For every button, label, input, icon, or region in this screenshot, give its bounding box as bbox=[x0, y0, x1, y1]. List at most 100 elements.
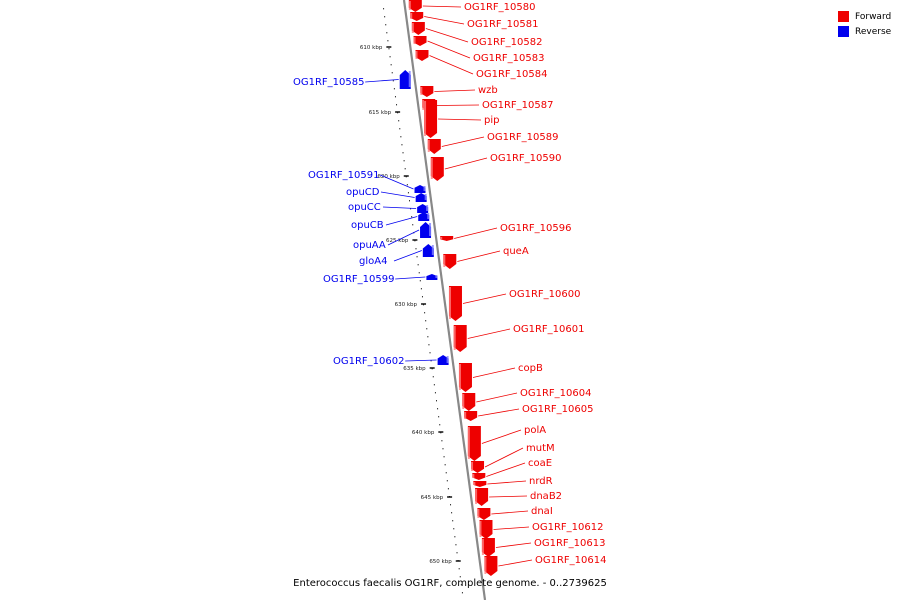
gene-leader-line bbox=[484, 447, 524, 468]
gene-block[interactable] bbox=[422, 244, 434, 257]
gene-block[interactable] bbox=[484, 556, 498, 576]
gene-block[interactable] bbox=[440, 236, 454, 241]
gene-block[interactable] bbox=[477, 508, 491, 520]
gene-label[interactable]: opuAA bbox=[353, 240, 386, 251]
gene-label[interactable]: dnaI bbox=[531, 506, 553, 517]
genome-caption: Enterococcus faecalis OG1RF, complete ge… bbox=[293, 578, 607, 589]
gene-block[interactable] bbox=[443, 254, 457, 269]
scale-dot bbox=[447, 488, 449, 490]
gene-label[interactable]: OG1RF_10583 bbox=[473, 53, 545, 64]
gene-label[interactable]: OG1RF_10584 bbox=[476, 69, 548, 80]
gene-block[interactable] bbox=[475, 488, 489, 506]
scale-dot bbox=[432, 376, 434, 378]
gene-block[interactable] bbox=[411, 22, 425, 35]
gene-leader-line bbox=[495, 542, 532, 548]
gene-block[interactable] bbox=[415, 50, 429, 61]
scale-dot bbox=[400, 136, 402, 138]
gene-label[interactable]: OG1RF_10590 bbox=[490, 153, 562, 164]
scale-dot bbox=[458, 568, 460, 570]
gene-block[interactable] bbox=[479, 520, 493, 539]
gene-block[interactable] bbox=[427, 139, 441, 154]
gene-block[interactable] bbox=[453, 325, 467, 352]
gene-label[interactable]: OG1RF_10596 bbox=[500, 223, 572, 234]
gene-block[interactable] bbox=[437, 355, 449, 365]
gene-block-highlight bbox=[410, 13, 413, 19]
gene-block[interactable] bbox=[424, 100, 438, 138]
gene-label[interactable]: coaE bbox=[528, 458, 552, 469]
gene-label[interactable]: copB bbox=[518, 363, 543, 374]
gene-label[interactable]: OG1RF_10585 bbox=[293, 77, 365, 88]
gene-block[interactable] bbox=[399, 70, 411, 89]
gene-block[interactable] bbox=[430, 157, 444, 181]
gene-label[interactable]: queA bbox=[503, 246, 529, 257]
scale-ticks: 610 kbp 615 kbp 620 kbp 625 kbp 630 kbp 635 k… bbox=[360, 45, 461, 565]
gene-label[interactable]: opuCD bbox=[346, 187, 380, 198]
gene-label[interactable]: OG1RF_10587 bbox=[482, 100, 554, 111]
gene-leader-line bbox=[365, 79, 399, 83]
scale-dots bbox=[383, 8, 463, 594]
gene-label[interactable]: OG1RF_10580 bbox=[464, 2, 536, 13]
scale-dot bbox=[425, 320, 427, 322]
gene-block[interactable] bbox=[415, 193, 427, 202]
gene-label[interactable]: OG1RF_10612 bbox=[532, 522, 604, 533]
gene-block[interactable] bbox=[464, 411, 478, 421]
gene-label[interactable]: OG1RF_10613 bbox=[534, 538, 606, 549]
gene-leader-line bbox=[489, 495, 528, 498]
scale-dot bbox=[409, 200, 410, 202]
gene-block-highlight bbox=[448, 287, 451, 319]
gene-leader-line bbox=[424, 16, 465, 25]
gene-leader-line bbox=[493, 526, 530, 530]
gene-leader-line bbox=[491, 510, 529, 515]
gene-label[interactable]: OG1RF_10602 bbox=[333, 356, 405, 367]
gene-block[interactable] bbox=[472, 473, 486, 480]
gene-block[interactable] bbox=[458, 363, 472, 392]
gene-block[interactable] bbox=[417, 204, 429, 213]
gene-block[interactable] bbox=[418, 212, 430, 221]
gene-block[interactable] bbox=[426, 274, 438, 280]
scale-dot bbox=[412, 224, 414, 226]
scale-dot bbox=[433, 384, 435, 386]
gene-label[interactable]: OG1RF_10582 bbox=[471, 37, 543, 48]
gene-block[interactable] bbox=[473, 481, 487, 487]
gene-label[interactable]: OG1RF_10589 bbox=[487, 132, 559, 143]
gene-label[interactable]: opuCC bbox=[348, 202, 381, 213]
gene-label[interactable]: OG1RF_10600 bbox=[509, 289, 581, 300]
scale-dot bbox=[446, 480, 448, 482]
gene-label[interactable]: dnaB2 bbox=[530, 491, 562, 502]
forward-swatch bbox=[838, 11, 849, 22]
gene-leader-line bbox=[422, 5, 462, 8]
scale-tick-label: 625 kbp bbox=[386, 238, 409, 244]
gene-label[interactable]: polA bbox=[524, 425, 546, 436]
gene-label[interactable]: OG1RF_10601 bbox=[513, 324, 585, 335]
gene-label[interactable]: OG1RF_10605 bbox=[522, 404, 594, 415]
gene-label[interactable]: wzb bbox=[478, 85, 498, 96]
gene-block[interactable] bbox=[408, 0, 422, 12]
gene-label[interactable]: mutM bbox=[526, 443, 555, 454]
gene-block[interactable] bbox=[462, 393, 476, 411]
gene-block[interactable] bbox=[420, 222, 432, 238]
gene-block[interactable] bbox=[414, 185, 426, 193]
gene-block[interactable] bbox=[471, 461, 485, 473]
scale-dot bbox=[387, 40, 389, 42]
gene-block[interactable] bbox=[420, 86, 434, 97]
gene-label[interactable]: OG1RF_10599 bbox=[323, 274, 395, 285]
gene-label[interactable]: opuCB bbox=[351, 220, 384, 231]
gene-label[interactable]: OG1RF_10591 bbox=[308, 170, 380, 181]
gene-block[interactable] bbox=[467, 426, 481, 461]
gene-label[interactable]: pip bbox=[484, 115, 499, 126]
gene-block-highlight bbox=[424, 194, 427, 200]
scale-dot bbox=[431, 368, 433, 370]
gene-leader-line bbox=[481, 429, 522, 444]
gene-block[interactable] bbox=[448, 286, 462, 321]
gene-label[interactable]: OG1RF_10614 bbox=[535, 555, 607, 566]
gene-block-highlight bbox=[429, 223, 432, 236]
gene-label[interactable]: nrdR bbox=[529, 476, 553, 487]
gene-label[interactable]: gloA4 bbox=[359, 256, 387, 267]
gene-block[interactable] bbox=[410, 12, 424, 21]
scale-dot bbox=[440, 432, 442, 434]
scale-dot bbox=[455, 544, 457, 546]
gene-block[interactable] bbox=[481, 538, 495, 557]
gene-label[interactable]: OG1RF_10581 bbox=[467, 19, 539, 30]
gene-label[interactable]: OG1RF_10604 bbox=[520, 388, 592, 399]
gene-block[interactable] bbox=[413, 36, 427, 46]
